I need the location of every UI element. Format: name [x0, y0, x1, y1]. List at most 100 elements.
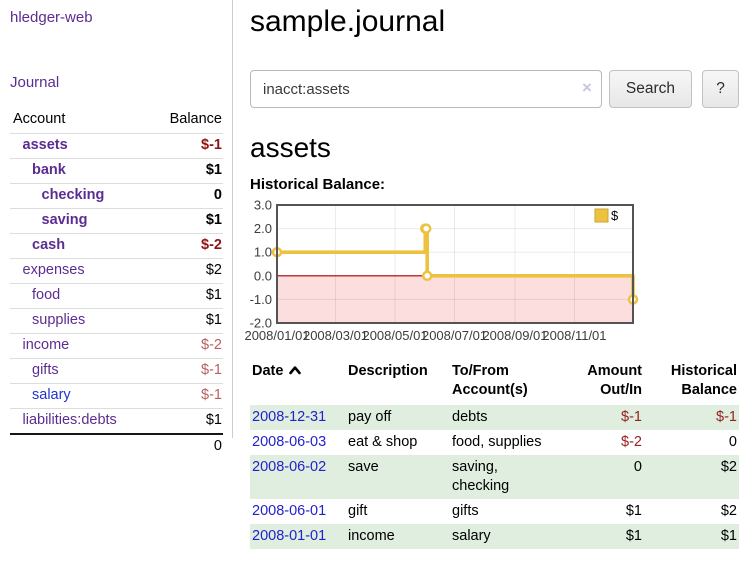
account-row: income $-2 [10, 333, 223, 359]
transaction-date-link[interactable]: 2008-01-01 [252, 528, 327, 544]
account-balance: 0 [149, 183, 223, 209]
transaction-row: 2008-12-31 pay off debts $-1 $-1 [250, 405, 739, 430]
y-axis-tick-label: 1.0 [254, 245, 272, 260]
transaction-accounts: debts [452, 409, 488, 425]
accounts-table-header-account: Account [13, 111, 66, 127]
account-link[interactable]: expenses [22, 262, 85, 278]
transaction-description: income [348, 528, 395, 544]
main-content: sample.journal × Search ? assets Histori… [244, 0, 739, 549]
account-balance: $2 [149, 258, 223, 284]
account-balance: $1 [149, 208, 223, 234]
account-link[interactable]: assets [22, 137, 68, 153]
accounts-table: Account Balance assets $-1 bank $1 checking 0… [10, 108, 223, 459]
chart-negative-region [277, 275, 633, 323]
column-header-description[interactable]: Description [348, 363, 428, 379]
column-header-accounts[interactable]: To/From Account(s) [452, 363, 528, 398]
x-axis-tick-label: 2008/05/01 [362, 328, 427, 343]
sidebar-divider [232, 0, 233, 438]
account-row: bank $1 [10, 158, 223, 184]
brand-link[interactable]: hledger-web [10, 9, 93, 26]
account-row: cash $-2 [10, 233, 223, 259]
account-balance: $-1 [149, 133, 223, 159]
account-row: salary $-1 [10, 383, 223, 409]
chart-point [420, 223, 432, 234]
account-link[interactable]: bank [32, 162, 66, 178]
y-axis-tick-label: -1.0 [250, 292, 272, 307]
transaction-row: 2008-06-01 gift gifts $1 $2 [250, 499, 739, 524]
search-input[interactable] [250, 70, 602, 108]
chart-border [276, 204, 634, 324]
sidebar: hledger-web Journal Account Balance asse… [0, 0, 233, 459]
column-header-amount[interactable]: Amount Out/In [587, 363, 642, 398]
transaction-amount: $-2 [621, 434, 642, 450]
x-axis-tick-label: 2008/09/01 [482, 328, 547, 343]
account-balance: $1 [149, 158, 223, 184]
clear-search-icon[interactable]: × [581, 78, 592, 97]
account-row: assets $-1 [10, 133, 223, 159]
y-axis-tick-label: -2.0 [250, 316, 272, 331]
transaction-date-link[interactable]: 2008-06-02 [252, 459, 327, 475]
y-axis-tick-label: 0.0 [254, 268, 272, 283]
transaction-date-link[interactable]: 2008-06-03 [252, 434, 327, 450]
accounts-total-row: 0 [10, 433, 223, 459]
account-link[interactable]: cash [32, 237, 66, 253]
account-link[interactable]: gifts [32, 362, 59, 378]
transaction-accounts: food, supplies [452, 434, 542, 450]
y-axis-tick-label: 2.0 [254, 221, 272, 236]
account-balance: $-2 [149, 233, 223, 259]
x-axis-tick-label: 2008/07/01 [422, 328, 487, 343]
transaction-accounts: salary [452, 528, 491, 544]
transaction-balance: $1 [720, 528, 737, 544]
transaction-balance: 0 [728, 434, 737, 450]
sidebar-item-journal[interactable]: Journal [10, 74, 60, 91]
transaction-row: 2008-06-03 eat & shop food, supplies $-2 0 [250, 430, 739, 455]
transaction-amount: 0 [633, 459, 642, 475]
account-balance: $1 [149, 408, 223, 434]
transaction-balance: $2 [720, 459, 737, 475]
account-heading: assets [250, 132, 331, 163]
account-link[interactable]: supplies [32, 312, 86, 328]
search-form: × Search ? [250, 70, 739, 108]
transaction-row: 2008-06-02 save saving, checking 0 $2 [250, 455, 739, 499]
account-link[interactable]: salary [32, 387, 71, 403]
accounts-table-header-balance: Balance [169, 111, 222, 127]
transaction-row: 2008-01-01 income salary $1 $1 [250, 524, 739, 549]
account-row: gifts $-1 [10, 358, 223, 384]
page-title: sample.journal [250, 5, 446, 38]
account-link[interactable]: checking [41, 187, 105, 203]
column-header-balance[interactable]: Historical Balance [670, 363, 737, 398]
chart-legend-label: $ [611, 208, 619, 223]
account-balance: $1 [149, 308, 223, 334]
chart-point [421, 270, 433, 282]
account-link[interactable]: food [32, 287, 61, 303]
transaction-date-link[interactable]: 2008-06-01 [252, 503, 327, 519]
account-balance: $1 [149, 283, 223, 309]
x-axis-tick-label: 2008/03/01 [303, 328, 368, 343]
historical-balance-chart: $3.0 2.0 1.0 0.0 -1.0 -2.02008/01/012008/03/0… [244, 198, 639, 343]
column-header-date[interactable]: Date [250, 360, 346, 405]
transaction-balance: $-1 [716, 409, 737, 425]
transaction-amount: $-1 [621, 409, 642, 425]
account-row: food $1 [10, 283, 223, 309]
transaction-accounts: gifts [452, 503, 479, 519]
transaction-description: pay off [348, 409, 392, 425]
search-box: × [250, 70, 602, 108]
x-axis-tick-label: 2008/11/01 [542, 328, 606, 343]
account-link[interactable]: income [22, 337, 70, 353]
account-balance: $-1 [149, 358, 223, 384]
account-link[interactable]: saving [41, 212, 88, 228]
account-balance: $-2 [149, 333, 223, 359]
account-link[interactable]: liabilities:debts [22, 412, 117, 428]
sort-ascending-icon [288, 362, 302, 381]
transaction-description: save [348, 459, 379, 475]
search-button[interactable]: Search [608, 70, 692, 108]
transaction-description: gift [348, 503, 368, 519]
account-row: supplies $1 [10, 308, 223, 334]
account-row: liabilities:debts $1 [10, 408, 223, 434]
y-axis-tick-label: 3.0 [254, 198, 272, 213]
transaction-date-link[interactable]: 2008-12-31 [252, 409, 327, 425]
transactions-table: Date Description To/From Account(s) Amou… [250, 360, 739, 549]
transaction-description: eat & shop [348, 434, 418, 450]
help-button[interactable]: ? [702, 70, 739, 108]
account-row: checking 0 [10, 183, 223, 209]
